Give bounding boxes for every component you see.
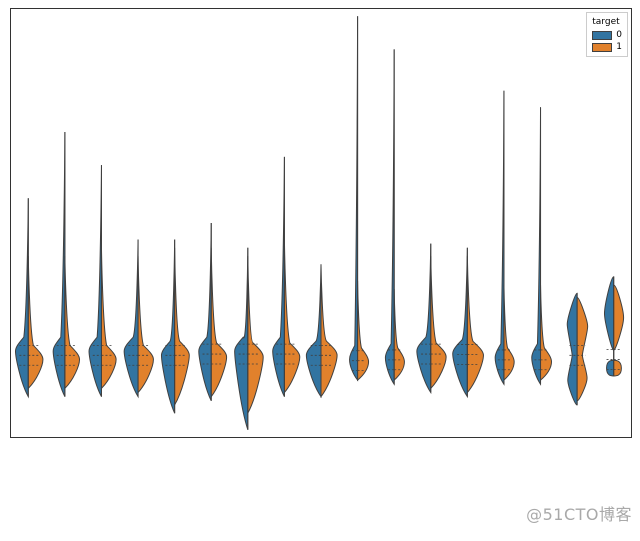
legend-items: 01: [592, 29, 622, 53]
violin-1: [53, 132, 79, 397]
violin-15: [567, 293, 587, 405]
chart-area: target 01: [10, 8, 632, 438]
violin-7: [273, 157, 300, 397]
legend-title: target: [592, 16, 622, 28]
violin-5-left: [199, 223, 211, 401]
violin-14: [532, 107, 552, 384]
violin-9-left: [350, 16, 358, 380]
violin-2-right: [101, 248, 116, 389]
violin-7-right: [284, 240, 299, 393]
legend-label-0: 0: [616, 29, 622, 41]
violin-10-left: [385, 49, 394, 384]
violin-10: [385, 49, 404, 384]
violin-7-left: [273, 157, 285, 397]
violin-plot: [10, 8, 632, 438]
violin-8-left: [306, 264, 321, 396]
violin-12: [453, 248, 484, 397]
violin-0-left: [15, 198, 28, 396]
violin-11-left: [417, 244, 431, 393]
violin-5-right: [211, 248, 226, 397]
violin-9-right: [358, 281, 369, 380]
legend-swatch-0: [592, 31, 612, 40]
violin-0-right: [28, 256, 43, 388]
violin-9: [350, 16, 369, 380]
watermark: @51CTO博客: [526, 501, 632, 525]
violin-1-left: [53, 132, 65, 397]
violin-2: [89, 165, 116, 397]
violin-12-left: [453, 248, 468, 397]
violin-8: [306, 264, 337, 396]
violin-13-right: [504, 285, 514, 380]
violin-16-left: [604, 277, 613, 376]
legend-item-0: 0: [592, 29, 622, 41]
violin-5: [199, 223, 227, 401]
violin-4: [161, 240, 189, 414]
violin-14-left: [532, 107, 541, 384]
violin-11: [417, 244, 446, 393]
violin-11-right: [431, 256, 446, 388]
legend-swatch-1: [592, 43, 612, 52]
violin-10-right: [394, 289, 404, 380]
violin-2-left: [89, 165, 101, 397]
violin-15-left: [567, 293, 577, 405]
violin-3-left: [124, 240, 138, 397]
violin-14-right: [541, 285, 552, 380]
violin-12-right: [467, 256, 483, 392]
violin-6-right: [248, 256, 263, 413]
violin-3-right: [138, 256, 153, 392]
violin-16-right: [614, 285, 624, 376]
violin-0: [15, 198, 42, 396]
violin-13: [495, 91, 514, 385]
violin-13-left: [495, 91, 504, 385]
violin-15-right: [577, 297, 588, 400]
violin-4-left: [161, 240, 174, 414]
violin-16: [604, 277, 623, 376]
violin-6: [235, 248, 264, 430]
violin-6-left: [235, 248, 248, 430]
legend: target 01: [586, 12, 628, 57]
legend-item-1: 1: [592, 41, 622, 53]
violin-3: [124, 240, 153, 397]
violin-8-right: [321, 264, 337, 396]
legend-label-1: 1: [616, 41, 622, 53]
violin-1-right: [65, 256, 80, 388]
violin-4-right: [175, 248, 190, 405]
